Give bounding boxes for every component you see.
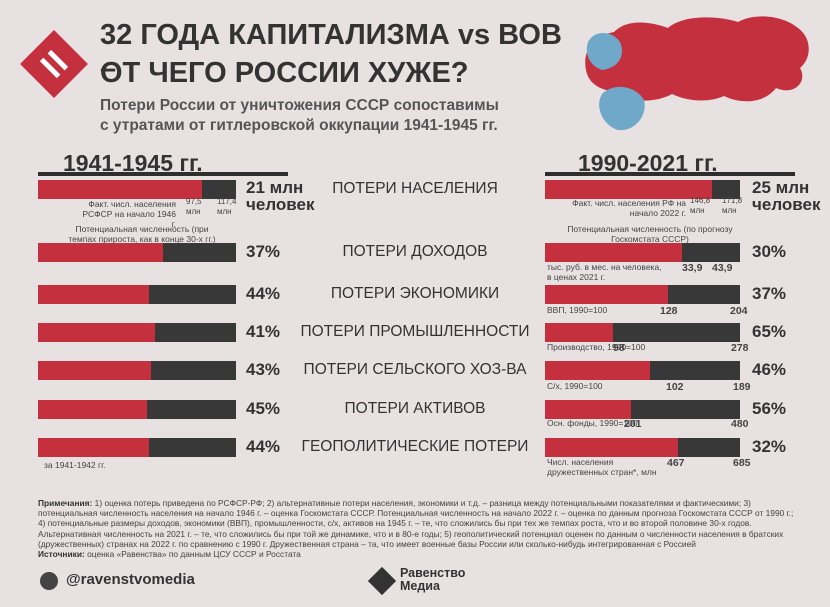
title-line-1: 32 ГОДА КАПИТАЛИЗМА vs ВОВ – [100, 19, 562, 85]
left-bar-2 [38, 285, 236, 304]
left-loss-label-2: 44% [246, 284, 281, 303]
left-loss-label-6: 44% [246, 437, 281, 456]
brand-logo-icon [20, 30, 88, 98]
right-loss-label-6: 32% [752, 437, 787, 456]
left-bar-4-fill [38, 361, 151, 380]
right-bar-5 [545, 400, 740, 419]
notes-label: Примечания: [38, 498, 93, 508]
notes-text: 1) оценка потерь приведена по РСФСР-РФ; … [38, 498, 794, 549]
right-bar-1 [545, 243, 740, 262]
left-loss-label-4: 43% [246, 360, 281, 379]
right-actual-value-2: 98 [613, 342, 625, 354]
right-potential-value-5: 685 [733, 457, 751, 469]
brand-line-1: Равенство [400, 566, 466, 580]
notes-block: Примечания: 1) оценка потерь приведена п… [38, 498, 798, 559]
right-potential-value-0: 43,9 [712, 262, 733, 274]
left-loss-label-0: 21 млн человек [246, 178, 315, 214]
right-loss-label-5: 56% [752, 399, 787, 418]
right-bar-0-fill [545, 180, 712, 199]
right-potential-value-1: 204 [730, 305, 748, 317]
right-loss-label-3: 65% [752, 322, 787, 341]
brand-name: Равенство Медиа [400, 567, 465, 593]
left-actual-value: 97,5 млн [186, 197, 202, 216]
left-bar-5-fill [38, 400, 147, 419]
right-actual-value-0: 33,9 [682, 262, 703, 274]
right-actual-value-1: 128 [660, 305, 678, 317]
period-right: 1990-2021 гг. [578, 150, 718, 176]
right-row-note-5: Числ. населения дружественных стран*, мл… [547, 457, 657, 477]
right-bar-4-fill [545, 361, 651, 380]
right-row-note-3: С/х, 1990=100 [547, 381, 603, 391]
right-bar-3 [545, 323, 740, 342]
left-bar-2-fill [38, 285, 149, 304]
left-bar-0-fill [38, 180, 203, 199]
right-loss-label-4: 46% [752, 360, 787, 379]
left-bar-0 [38, 180, 236, 199]
russia-map-illustration [585, 16, 809, 131]
right-bar-4 [545, 361, 740, 380]
right-bar-6 [545, 438, 740, 457]
right-loss-label-1: 30% [752, 242, 787, 261]
sources-label: Источники: [38, 549, 85, 560]
left-bar-5 [38, 400, 236, 419]
subtitle-line-1: Потери России от уничтожения СССР сопост… [100, 97, 499, 114]
left-potential-value: 117,4 млн [217, 197, 237, 216]
right-potential-value-2: 278 [731, 342, 749, 354]
sources-text: оценка «Равенства» по данным ЦСУ СССР и … [87, 549, 301, 560]
category-label-1: ПОТЕРИ ДОХОДОВ [342, 243, 488, 260]
right-population-potential-value: 171,8 млн [722, 196, 743, 215]
right-bar-1-fill [545, 243, 682, 262]
right-actual-value-4: 201 [624, 418, 642, 430]
left-bar-6-fill [38, 438, 149, 457]
category-label-4: ПОТЕРИ СЕЛЬСКОГО ХОЗ-ВА [303, 361, 527, 378]
right-population-actual-label: Факт. числ. населения РФ на начало 2022 … [572, 198, 686, 218]
left-potential-label: Потенциальная численность (при темпах пр… [68, 224, 216, 244]
right-population-actual-value: 146,8 млн [690, 196, 711, 215]
right-loss-label-2: 37% [752, 284, 787, 303]
left-bar-6 [38, 438, 236, 457]
category-label-6: ГЕОПОЛИТИЧЕСКИЕ ПОТЕРИ [301, 438, 529, 455]
title-line-2: ОТ ЧЕГО РОССИИ ХУЖЕ? [100, 57, 469, 89]
left-bar-3 [38, 323, 236, 342]
left-actual-label: Факт. числ. населения РСФСР на начало 19… [82, 199, 176, 229]
category-label-5: ПОТЕРИ АКТИВОВ [344, 400, 486, 417]
right-potential-value-3: 189 [733, 381, 751, 393]
right-actual-value-5: 467 [667, 457, 685, 469]
left-bar-3-fill [38, 323, 155, 342]
rule-left [38, 172, 288, 176]
category-label-0: ПОТЕРИ НАСЕЛЕНИЯ [332, 180, 498, 197]
period-left: 1941-1945 гг. [63, 150, 203, 176]
right-population-potential-label: Потенциальная численность (по прогнозу Г… [567, 224, 733, 244]
left-bar-1 [38, 243, 236, 262]
right-bar-5-fill [545, 400, 631, 419]
right-potential-value-4: 480 [731, 418, 749, 430]
right-row-note-4: Осн. фонды, 1990=100 [547, 418, 638, 428]
right-bar-2 [545, 285, 740, 304]
ravenstvo-logo-icon [367, 566, 397, 596]
left-loss-label-5: 45% [246, 399, 281, 418]
right-actual-value-3: 102 [666, 381, 684, 393]
telegram-handle-link[interactable]: @ravenstvomedia [66, 571, 195, 588]
category-label-2: ПОТЕРИ ЭКОНОМИКИ [330, 285, 500, 302]
right-row-note-0: тыс. руб. в мес. на человека, в ценах 20… [547, 262, 662, 282]
left-bar-4 [38, 361, 236, 380]
subtitle-line-2: с утратами от гитлеровской оккупации 194… [100, 117, 498, 134]
category-label-3: ПОТЕРИ ПРОМЫШЛЕННОСТИ [300, 323, 530, 340]
right-bar-2-fill [545, 285, 668, 304]
right-bar-3-fill [545, 323, 614, 342]
left-geo-note: за 1941-1942 гг. [44, 460, 106, 470]
right-bar-0 [545, 180, 740, 199]
right-row-note-1: ВВП, 1990=100 [547, 305, 608, 315]
rule-right [545, 172, 795, 176]
right-row-note-2: Производство, 1990=100 [547, 342, 646, 352]
telegram-icon[interactable] [40, 572, 58, 590]
brand-line-2: Медиа [400, 579, 440, 593]
right-bar-6-fill [545, 438, 678, 457]
left-loss-label-1: 37% [246, 242, 281, 261]
right-loss-label-0: 25 млн человек [752, 178, 821, 214]
left-loss-label-3: 41% [246, 322, 281, 341]
left-bar-1-fill [38, 243, 163, 262]
